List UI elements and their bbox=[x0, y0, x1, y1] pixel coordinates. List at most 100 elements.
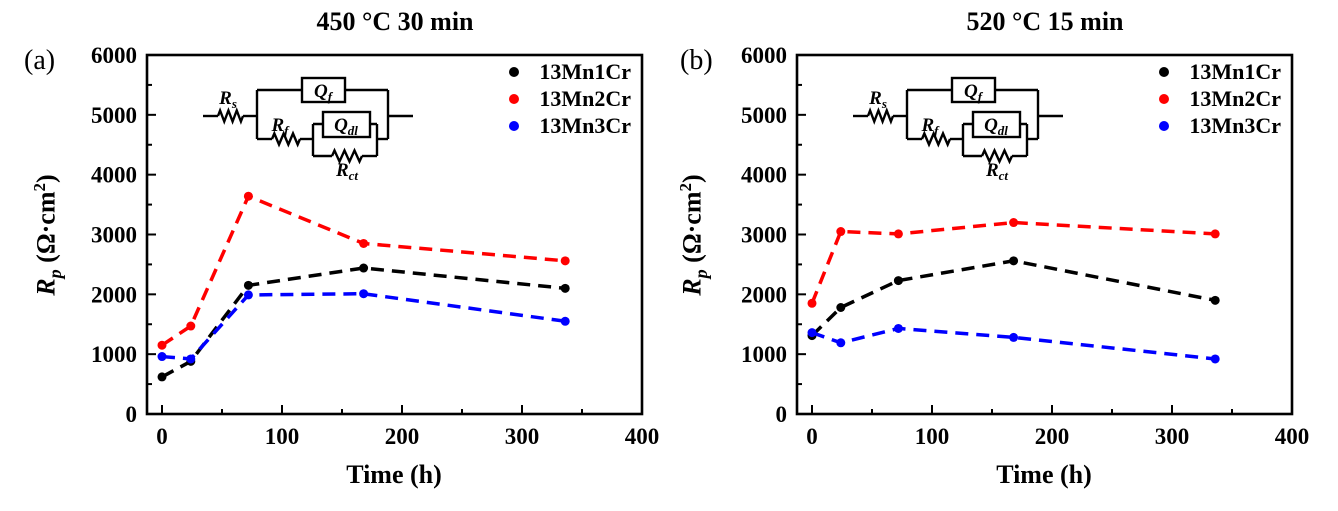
chart-title-a: 450 °C 30 min bbox=[316, 7, 474, 36]
data-point-13Mn1Cr bbox=[243, 280, 253, 290]
x-axis-label-b: Time (h) bbox=[996, 460, 1092, 489]
resistor-zigzag-icon bbox=[270, 130, 302, 148]
data-point-13Mn1Cr bbox=[359, 263, 369, 273]
series-marker-icon bbox=[1159, 66, 1169, 77]
y-tick-label: 0 bbox=[126, 402, 138, 427]
series-marker-icon bbox=[509, 93, 519, 104]
resistor-zigzag-icon bbox=[216, 107, 245, 125]
ylabel-superscript: 2 bbox=[676, 182, 695, 192]
legend-item: 13Mn1Cr bbox=[503, 58, 639, 85]
ylabel-subscript: p bbox=[690, 269, 711, 279]
y-tick-label: 1000 bbox=[91, 342, 137, 367]
data-point-13Mn3Cr bbox=[836, 338, 846, 348]
legend-item: 13Mn3Cr bbox=[1153, 112, 1289, 139]
data-point-13Mn2Cr bbox=[243, 191, 253, 201]
data-point-13Mn2Cr bbox=[560, 256, 570, 266]
legend-label: 13Mn1Cr bbox=[539, 58, 631, 84]
data-point-13Mn2Cr bbox=[186, 321, 196, 331]
y-axis-label-b: Rp (Ω·cm2) bbox=[669, 85, 711, 385]
equivalent-circuit-inset: Rs Qf Rf Qdl Rct bbox=[853, 76, 1063, 183]
circuit-label-rs: Rs bbox=[868, 88, 887, 111]
y-tick-label: 5000 bbox=[91, 103, 137, 128]
legend-item: 13Mn2Cr bbox=[503, 85, 639, 112]
data-point-13Mn3Cr bbox=[359, 289, 369, 299]
ylabel-symbol: R bbox=[31, 278, 61, 296]
y-tick-label: 3000 bbox=[91, 223, 137, 248]
data-point-13Mn3Cr bbox=[807, 328, 817, 338]
chart-title-b: 520 °C 15 min bbox=[966, 7, 1124, 36]
ylabel-subscript: p bbox=[44, 269, 65, 279]
cpe-box bbox=[950, 76, 997, 104]
y-tick-label: 2000 bbox=[91, 282, 137, 307]
data-point-13Mn2Cr bbox=[157, 340, 167, 350]
ylabel-symbol: R bbox=[677, 278, 707, 296]
data-point-13Mn2Cr bbox=[1210, 229, 1220, 239]
legend-label: 13Mn2Cr bbox=[539, 85, 631, 111]
y-tick-label: 2000 bbox=[741, 282, 787, 307]
data-point-13Mn2Cr bbox=[836, 227, 846, 237]
y-tick-label: 4000 bbox=[91, 163, 137, 188]
ylabel-units: (Ω·cm bbox=[677, 191, 707, 270]
ylabel-units: (Ω·cm bbox=[31, 191, 61, 270]
series-line-13Mn3Cr bbox=[161, 291, 566, 361]
legend-label: 13Mn1Cr bbox=[1189, 58, 1281, 84]
x-tick-label: 200 bbox=[385, 424, 420, 449]
panel-a: 0 100 200 300 4000100020003000400050006000Rs… bbox=[91, 43, 659, 449]
data-point-13Mn1Cr bbox=[1210, 295, 1220, 305]
legend-item: 13Mn2Cr bbox=[1153, 85, 1289, 112]
cpe-box bbox=[321, 110, 372, 139]
cpe-box bbox=[971, 110, 1022, 139]
resistor-zigzag-icon bbox=[866, 107, 895, 125]
x-tick-label: 300 bbox=[1155, 424, 1190, 449]
circuit-label-qdl: Qdl bbox=[334, 115, 358, 138]
data-point-13Mn3Cr bbox=[186, 354, 196, 364]
x-tick-label: 200 bbox=[1035, 424, 1070, 449]
data-point-13Mn3Cr bbox=[1009, 332, 1019, 342]
x-tick-label: 100 bbox=[915, 424, 950, 449]
data-point-13Mn2Cr bbox=[893, 229, 903, 239]
data-point-13Mn1Cr bbox=[836, 302, 846, 312]
x-tick-label: 100 bbox=[265, 424, 300, 449]
y-tick-label: 4000 bbox=[741, 163, 787, 188]
circuit-label-qf: Qf bbox=[964, 81, 984, 104]
y-tick-label: 6000 bbox=[91, 43, 137, 68]
x-tick-label: 0 bbox=[806, 424, 818, 449]
series-line-13Mn1Cr bbox=[810, 259, 1216, 337]
x-tick-label: 400 bbox=[625, 424, 660, 449]
circuit-label-rf: Rf bbox=[270, 115, 290, 138]
panel-label-b: (b) bbox=[680, 45, 713, 76]
series-line-13Mn1Cr bbox=[161, 266, 566, 379]
data-point-13Mn1Cr bbox=[1009, 256, 1019, 266]
circuit-label-rf: Rf bbox=[920, 115, 940, 138]
series-marker-icon bbox=[1159, 120, 1169, 131]
y-tick-label: 1000 bbox=[741, 342, 787, 367]
data-point-13Mn3Cr bbox=[1210, 354, 1220, 364]
resistor-zigzag-icon bbox=[330, 147, 364, 165]
legend-label: 13Mn3Cr bbox=[1189, 112, 1281, 138]
panel-b: 0 100 200 300 4000100020003000400050006000Rs… bbox=[741, 43, 1309, 449]
y-tick-label: 3000 bbox=[741, 223, 787, 248]
circuit-label-rct: Rct bbox=[335, 160, 358, 183]
ylabel-units-close: ) bbox=[31, 174, 61, 183]
series-marker-icon bbox=[509, 120, 519, 131]
x-tick-label: 0 bbox=[156, 424, 168, 449]
ylabel-units-close: ) bbox=[677, 174, 707, 183]
circuit-label-qf: Qf bbox=[314, 81, 334, 104]
x-tick-label: 300 bbox=[505, 424, 540, 449]
series-marker-icon bbox=[509, 66, 519, 77]
series-marker-icon bbox=[1159, 93, 1169, 104]
y-tick-label: 0 bbox=[776, 402, 788, 427]
legend-label: 13Mn3Cr bbox=[539, 112, 631, 138]
y-tick-label: 6000 bbox=[741, 43, 787, 68]
resistor-zigzag-icon bbox=[980, 147, 1014, 165]
data-point-13Mn3Cr bbox=[893, 323, 903, 333]
circuit-label-rct: Rct bbox=[985, 160, 1008, 183]
legend-item: 13Mn3Cr bbox=[503, 112, 639, 139]
data-point-13Mn3Cr bbox=[243, 290, 253, 300]
data-point-13Mn2Cr bbox=[1009, 218, 1019, 228]
data-point-13Mn2Cr bbox=[359, 238, 369, 248]
x-axis-label-a: Time (h) bbox=[346, 460, 442, 489]
x-tick-label: 400 bbox=[1275, 424, 1310, 449]
